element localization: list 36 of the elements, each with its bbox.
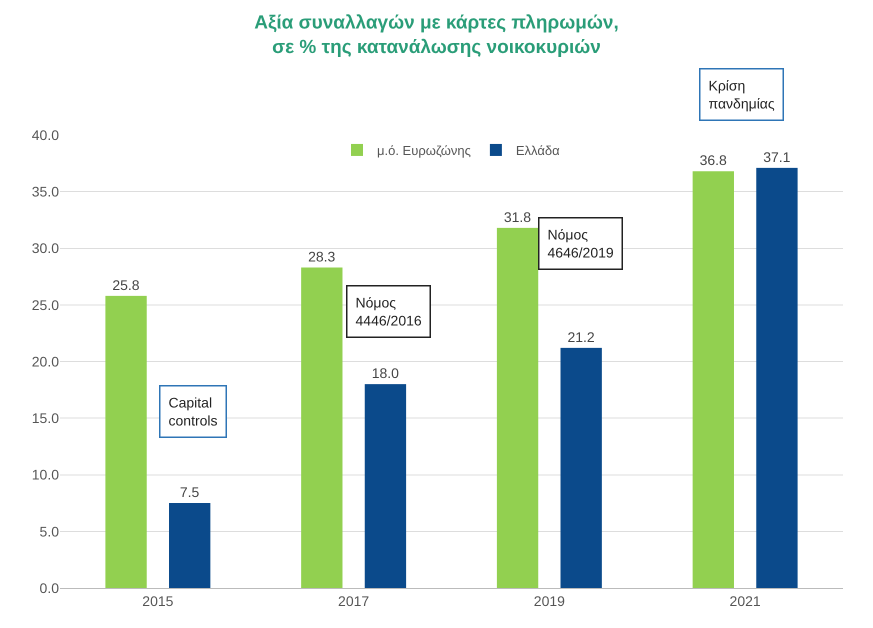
data-label: 31.8 [504,208,532,225]
bar [105,296,147,588]
data-label: 21.2 [567,328,595,345]
bar [169,503,210,588]
data-label: 7.5 [180,484,200,500]
y-tick-label: 40.0 [32,126,60,143]
text: Κρίση πανδημίας [708,78,775,112]
data-label: 36.8 [700,152,728,168]
y-tick-label: 20.0 [32,353,60,370]
y-tick-label: 5.0 [40,523,60,540]
data-label: 28.3 [308,248,336,264]
y-tick-label: 15.0 [32,410,60,426]
data-label: 37.1 [763,148,791,165]
x-tick-label: 2019 [534,592,566,609]
legend-label: Ελλάδα [516,143,560,158]
bar [301,268,342,588]
y-tick-label: 30.0 [32,240,60,256]
data-label: 25.8 [112,276,140,293]
bar [560,348,602,588]
annotation: Capital controls [168,394,218,429]
y-tick-label: 35.0 [32,184,60,200]
x-tick-label: 2017 [338,592,370,609]
annotation: Νόμος 4446/2016 [356,294,422,329]
chart-title: Αξία συναλλαγών με κάρτες πληρωμών, σε % της κατανάλωσης νοικοκυριών [254,12,619,58]
y-tick-label: 0.0 [40,580,60,596]
legend-label: μ.ό. Ευρωζώνης [377,143,471,158]
bar [692,171,734,588]
data-label: 18.0 [372,365,400,382]
x-tick-label: 2021 [730,592,761,609]
bar [756,168,798,588]
x-tick-label: 2015 [142,592,174,609]
y-tick-label: 25.0 [32,296,60,313]
annotation: Νόμος 4646/2019 [548,226,614,261]
bar [364,384,406,588]
bar [496,228,538,588]
y-tick-label: 10.0 [32,466,60,483]
